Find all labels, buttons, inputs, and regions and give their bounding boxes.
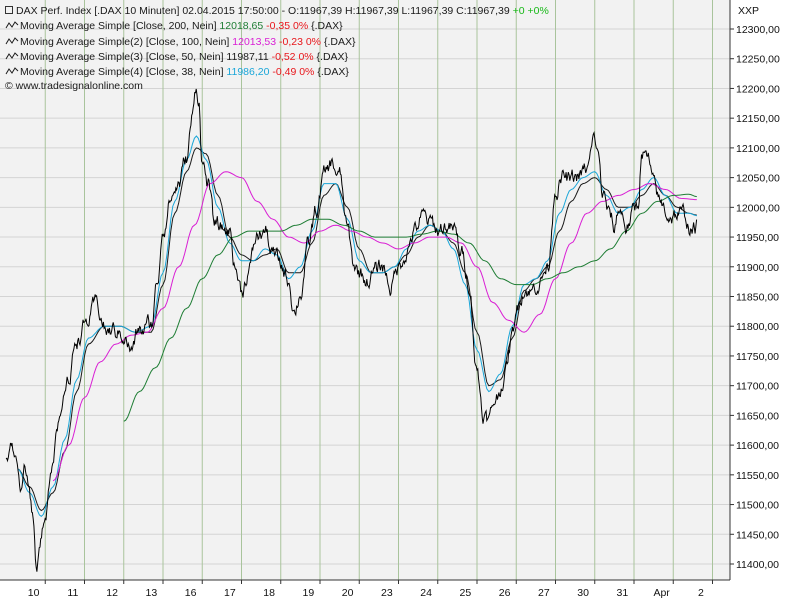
y-tick-label: 12300,00 (736, 24, 780, 36)
y-tick-label: 12150,00 (736, 113, 780, 125)
y-tick-label: 11650,00 (736, 410, 779, 422)
y-tick-label: 11600,00 (736, 440, 779, 452)
price-layer (5, 88, 698, 572)
symbol-label: XXP (738, 5, 759, 17)
indicator-row-ma38[interactable]: Moving Average Simple(4) [Close, 38, Nei… (5, 65, 549, 80)
x-tick-label: 25 (460, 587, 472, 599)
plot-background[interactable] (0, 0, 730, 580)
indicator-label: Moving Average Simple [Close, 200, Nein] (20, 20, 217, 33)
indicator-change: -0,23 0% (278, 35, 322, 48)
x-tick-label: 31 (617, 587, 629, 599)
timestamp: 02.04.2015 17:50:00 (182, 5, 279, 17)
x-tick-label: 18 (263, 587, 275, 599)
moving-average-icon (5, 52, 19, 60)
indicator-row-ma50[interactable]: Moving Average Simple(3) [Close, 50, Nei… (5, 50, 549, 65)
y-tick-label: 11950,00 (736, 232, 779, 244)
x-tick-label: 26 (499, 587, 511, 599)
y-tick-label: 11550,00 (736, 470, 779, 482)
indicator-source: {.DAX} (317, 66, 349, 79)
grid-layer (0, 0, 730, 580)
y-tick-label: 11700,00 (736, 381, 779, 393)
instrument-square-icon (5, 6, 13, 14)
change-abs: +0 (512, 5, 525, 17)
indicator-row-ma200[interactable]: Moving Average Simple [Close, 200, Nein]… (5, 19, 549, 34)
indicator-value: 11987,11 (226, 50, 269, 63)
indicator-change: -0,49 0% (272, 66, 315, 79)
series-line (123, 193, 697, 422)
y-tick-label: 11750,00 (736, 351, 779, 363)
y-tick-label: 11400,00 (736, 559, 779, 571)
indicator-value: 12018,65 (219, 20, 264, 33)
x-tick-label: 19 (303, 587, 315, 599)
x-tick-label: 17 (224, 587, 236, 599)
x-tick-label: 10 (28, 587, 40, 599)
moving-average-icon (5, 21, 19, 29)
y-tick-label: 12050,00 (736, 173, 780, 185)
indicator-row-ma100[interactable]: Moving Average Simple(2) [Close, 100, Ne… (5, 35, 549, 50)
x-tick-label: 12 (106, 587, 118, 599)
axis-layer: 12300,00 12250,00 12200,00 12150,00 12100,00… (0, 0, 780, 599)
x-tick-label: 24 (420, 587, 432, 599)
series-layer (17, 135, 697, 518)
indicator-change: -0,35 0% (266, 20, 309, 33)
y-tick-label: 11900,00 (736, 262, 779, 274)
legend: DAX Perf. Index [.DAX 10 Minuten] 02.04.… (5, 4, 549, 80)
x-tick-label: Apr (653, 587, 670, 599)
header-row: DAX Perf. Index [.DAX 10 Minuten] 02.04.… (5, 4, 549, 19)
x-tick-label: 2 (698, 587, 704, 599)
indicator-change: -0,52 0% (271, 50, 314, 63)
x-tick-label: 13 (146, 587, 158, 599)
indicator-source: {.DAX} (316, 50, 349, 63)
x-tick-label: 20 (342, 587, 354, 599)
indicator-label: Moving Average Simple(2) [Close, 100, Ne… (20, 35, 230, 48)
y-tick-label: 11500,00 (736, 500, 779, 512)
indicator-value: 11986,20 (226, 66, 270, 79)
indicator-source: {.DAX} (323, 35, 356, 48)
y-tick-label: 12200,00 (736, 83, 780, 95)
x-tick-label: 16 (185, 587, 197, 599)
indicator-value: 12013,53 (232, 35, 277, 48)
y-tick-label: 12250,00 (736, 54, 780, 66)
y-tick-label: 12100,00 (736, 143, 780, 155)
indicator-label: Moving Average Simple(4) [Close, 38, Nei… (20, 66, 224, 79)
indicator-source: {.DAX} (311, 20, 343, 33)
x-tick-label: 23 (381, 587, 393, 599)
credit-link[interactable]: © www.tradesignalonline.com (5, 80, 143, 92)
price-line (5, 88, 698, 572)
y-tick-label: 11850,00 (736, 292, 779, 304)
y-tick-label: 11800,00 (736, 321, 779, 333)
series-line (17, 135, 697, 518)
y-tick-label: 11450,00 (736, 529, 779, 541)
x-tick-label: 27 (538, 587, 550, 599)
series-line (52, 171, 697, 482)
instrument-label: DAX Perf. Index [.DAX 10 Minuten] (16, 5, 180, 17)
moving-average-icon (5, 67, 19, 75)
ohlc-values: - O:11967,39 H:11967,39 L:11967,39 C:119… (281, 5, 510, 17)
x-tick-label: 30 (577, 587, 589, 599)
moving-average-icon (5, 36, 19, 44)
indicator-label: Moving Average Simple(3) [Close, 50, Nei… (20, 50, 224, 63)
x-tick-label: 11 (67, 587, 78, 599)
change-pct: +0% (527, 5, 549, 17)
y-tick-label: 12000,00 (736, 202, 780, 214)
